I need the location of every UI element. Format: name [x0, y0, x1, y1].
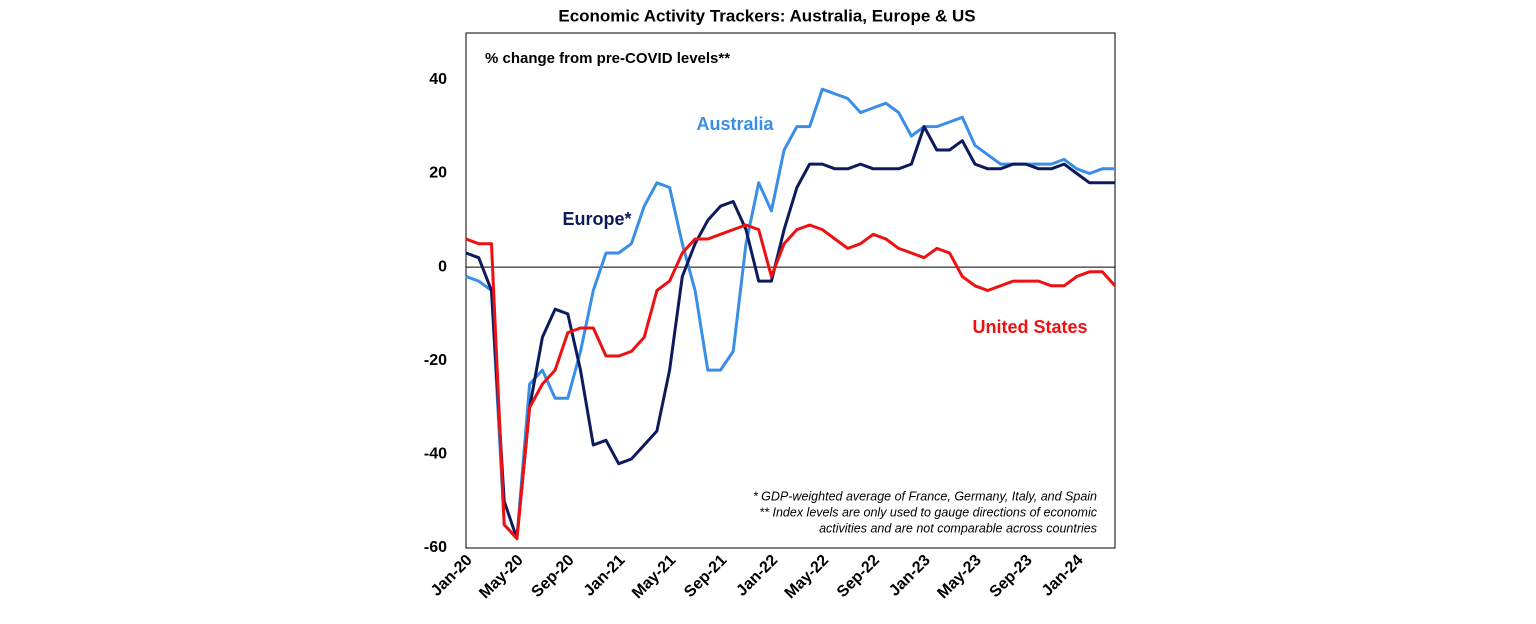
y-tick-label: 0 — [438, 258, 447, 275]
footnote: ** Index levels are only used to gauge d… — [759, 505, 1097, 519]
y-tick-label: 20 — [429, 165, 447, 182]
series-line — [465, 87, 1115, 541]
series-label: Europe* — [562, 209, 631, 229]
plot-frame — [465, 32, 1116, 549]
y-tick-label: 40 — [429, 71, 447, 88]
x-tick-label: May-23 — [934, 552, 984, 602]
series-line — [465, 223, 1117, 541]
x-tick-label: Jan-24 — [1039, 552, 1087, 600]
x-tick-label: Sep-23 — [987, 552, 1036, 601]
x-tick-label: Sep-22 — [834, 552, 883, 601]
footnote: activities and are not comparable across… — [819, 521, 1097, 535]
x-tick-label: Jan-22 — [733, 552, 781, 600]
y-tick-label: -60 — [424, 539, 447, 556]
chart-title: Economic Activity Trackers: Australia, E… — [558, 6, 975, 25]
y-tick-label: -20 — [424, 352, 447, 369]
footnote: * GDP-weighted average of France, German… — [753, 489, 1097, 503]
y-tick-label: -40 — [424, 446, 447, 463]
x-tick-label: May-22 — [782, 552, 832, 602]
series-label: United States — [972, 317, 1087, 337]
x-tick-label: Sep-21 — [681, 552, 730, 601]
series-line — [465, 125, 1115, 541]
series-label: Australia — [696, 114, 774, 134]
x-tick-label: Sep-20 — [528, 552, 577, 601]
x-tick-label: Jan-21 — [581, 552, 629, 600]
x-tick-label: Jan-23 — [886, 552, 934, 600]
chart-subtitle: % change from pre-COVID levels** — [485, 50, 730, 67]
x-tick-label: May-20 — [476, 552, 526, 602]
x-tick-label: May-21 — [629, 552, 679, 602]
x-tick-label: Jan-20 — [428, 552, 476, 600]
